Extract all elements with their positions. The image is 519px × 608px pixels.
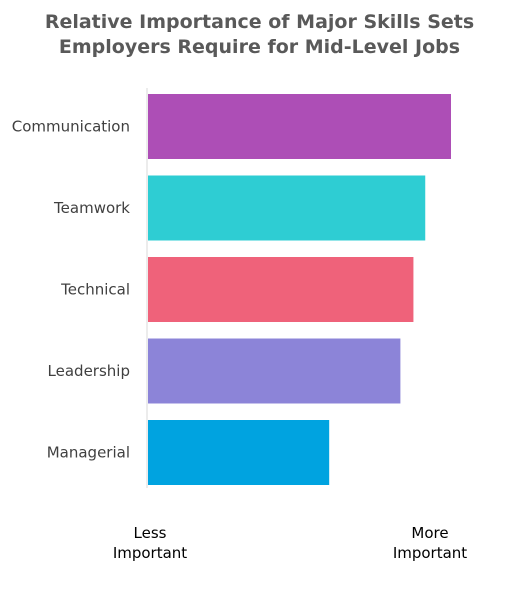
category-label-technical: Technical	[60, 281, 130, 299]
more-important-line-1: More	[411, 524, 449, 542]
bars-group	[148, 94, 451, 485]
category-label-communication: Communication	[12, 118, 130, 136]
category-labels-group: Communication Teamwork Technical Leadership…	[12, 118, 131, 462]
category-label-managerial: Managerial	[47, 444, 130, 462]
chart-title-line-2: Employers Require for Mid-Level Jobs	[58, 36, 461, 58]
more-important-label: More Important	[378, 523, 482, 563]
bar-technical	[148, 257, 414, 322]
less-important-label: Less Important	[100, 523, 200, 563]
chart-title-line-1: Relative Importance of Major Skills Sets	[44, 11, 475, 33]
less-important-line-1: Less	[133, 524, 167, 542]
bar-communication	[148, 94, 451, 159]
bar-managerial	[148, 420, 330, 485]
less-important-line-2: Important	[112, 544, 188, 562]
chart-title: Relative Importance of Major Skills Sets…	[0, 10, 519, 60]
bar-teamwork	[148, 175, 426, 241]
category-label-leadership: Leadership	[48, 362, 130, 380]
category-label-teamwork: Teamwork	[53, 199, 130, 217]
more-important-line-2: Important	[392, 544, 468, 562]
bar-leadership	[148, 338, 401, 404]
